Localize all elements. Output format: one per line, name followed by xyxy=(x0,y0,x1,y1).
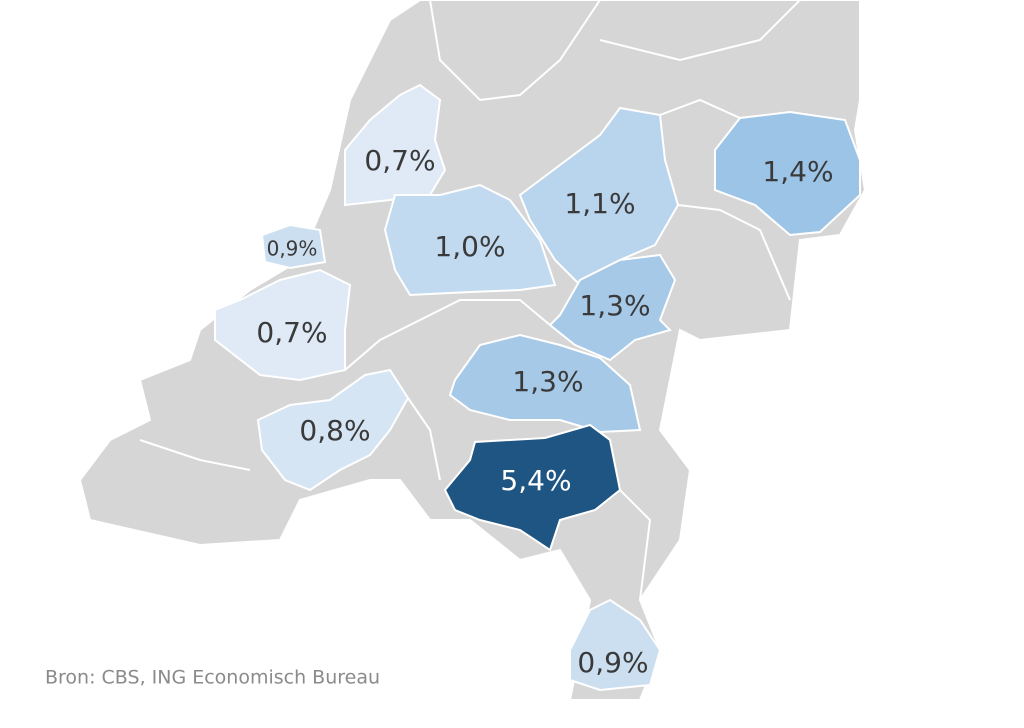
region xyxy=(714,110,861,237)
region-label: 0,9% xyxy=(267,237,318,261)
region xyxy=(518,106,680,292)
region-label: 1,0% xyxy=(434,230,505,263)
land xyxy=(78,0,867,701)
region xyxy=(548,253,677,362)
region-label: 1,1% xyxy=(564,187,635,220)
border xyxy=(407,397,441,481)
region-label: 0,8% xyxy=(299,414,370,447)
border xyxy=(619,489,652,601)
region xyxy=(344,83,447,207)
region xyxy=(383,183,557,297)
region-label: 0,7% xyxy=(364,144,435,177)
border xyxy=(677,204,791,301)
region-label: 1,3% xyxy=(512,365,583,398)
region-label: 5,4% xyxy=(500,464,571,497)
regions xyxy=(214,83,861,692)
border xyxy=(659,98,741,119)
region xyxy=(443,423,622,552)
background-land xyxy=(78,0,867,701)
border xyxy=(429,0,601,102)
region xyxy=(260,223,327,270)
border xyxy=(344,299,551,371)
region xyxy=(256,368,410,492)
source-note: Bron: CBS, ING Economisch Bureau xyxy=(45,667,380,689)
region-label: 0,7% xyxy=(256,316,327,349)
border xyxy=(599,0,801,62)
region xyxy=(448,333,642,434)
region-label: 0,9% xyxy=(577,646,648,679)
border xyxy=(139,439,251,471)
region-label: 1,3% xyxy=(579,289,650,322)
region xyxy=(214,268,352,382)
region xyxy=(569,598,662,692)
labels: 0,7% 0,9% 1,0% 1,1% 1,4% 1,3% 0,7% 1,3% … xyxy=(256,144,833,679)
region-label: 1,4% xyxy=(762,155,833,188)
